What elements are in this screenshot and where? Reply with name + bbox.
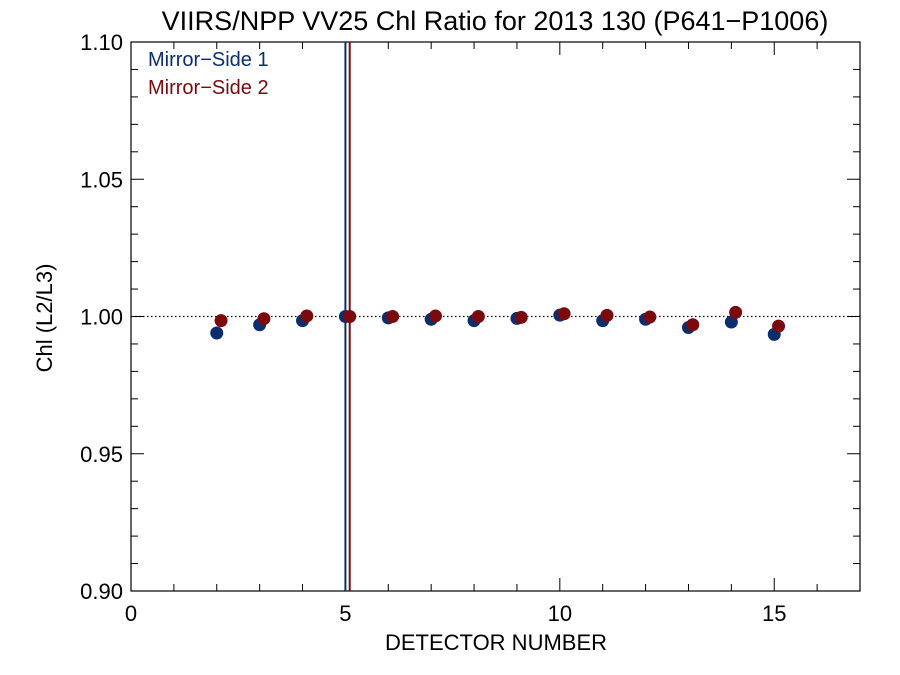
- series-2-point: [557, 307, 571, 321]
- series-2-point: [471, 310, 485, 323]
- series-2-point: [343, 310, 357, 323]
- plot-area: 0 5 10 15 0.90 0.95 1.00 1.05 1.10 Mirror−Side 1 M…: [80, 30, 861, 626]
- series-1-point: [210, 326, 224, 340]
- series-2-point: [600, 308, 614, 322]
- series-2-point: [643, 310, 657, 324]
- y-tick-label: 0.90: [80, 579, 123, 604]
- series-2-point: [257, 312, 271, 326]
- x-axis-label: DETECTOR NUMBER: [385, 630, 607, 655]
- x-tick-label: 0: [125, 601, 137, 626]
- y-tick-label: 1.05: [80, 167, 123, 192]
- series-2-point: [686, 318, 700, 332]
- x-tick-label: 15: [762, 601, 786, 626]
- x-tick-label: 5: [339, 601, 351, 626]
- legend-label-series-1: Mirror−Side 1: [148, 49, 269, 71]
- series-2-point: [729, 305, 743, 319]
- y-axis-label: Chl (L2/L3): [32, 264, 57, 373]
- series-2-point: [772, 319, 786, 333]
- y-tick-label: 0.95: [80, 442, 123, 467]
- series-2-point: [300, 309, 314, 323]
- y-tick-label: 1.00: [80, 305, 123, 330]
- series-2-point: [386, 310, 400, 323]
- series-2-point: [514, 310, 528, 324]
- series-2-point: [428, 309, 442, 323]
- y-tick-label: 1.10: [80, 30, 123, 55]
- chart-title: VIIRS/NPP VV25 Chl Ratio for 2013 130 (P…: [162, 6, 829, 36]
- series-2-point: [214, 314, 228, 328]
- legend-label-series-2: Mirror−Side 2: [148, 77, 269, 99]
- x-tick-label: 10: [548, 601, 572, 626]
